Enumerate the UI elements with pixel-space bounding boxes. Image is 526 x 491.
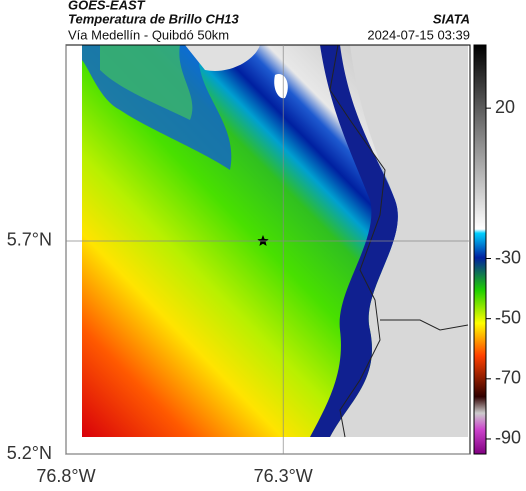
timestamp: 2024-07-15 03:39 (367, 27, 470, 42)
colorbar-tick-label: -70 (495, 368, 521, 388)
y-tick-label: 5.7°N (7, 230, 52, 250)
colorbar-tick-label: -50 (495, 307, 521, 327)
y-tick-label: 5.2°N (7, 443, 52, 463)
title: Temperatura de Brillo CH13 (68, 11, 240, 26)
subtitle: Vía Medellín - Quibdó 50km (68, 27, 229, 42)
agency: SIATA (433, 11, 470, 26)
x-tick-label: 76.8°W (36, 466, 95, 486)
colorbar-tick-label: -30 (495, 247, 521, 267)
x-tick-label: 76.3°W (254, 466, 313, 486)
colorbar-tick-label: 20 (495, 97, 515, 117)
source: GOES-EAST (68, 0, 146, 12)
colorbar (473, 44, 487, 455)
colorbar-tick-label: -90 (495, 428, 521, 448)
